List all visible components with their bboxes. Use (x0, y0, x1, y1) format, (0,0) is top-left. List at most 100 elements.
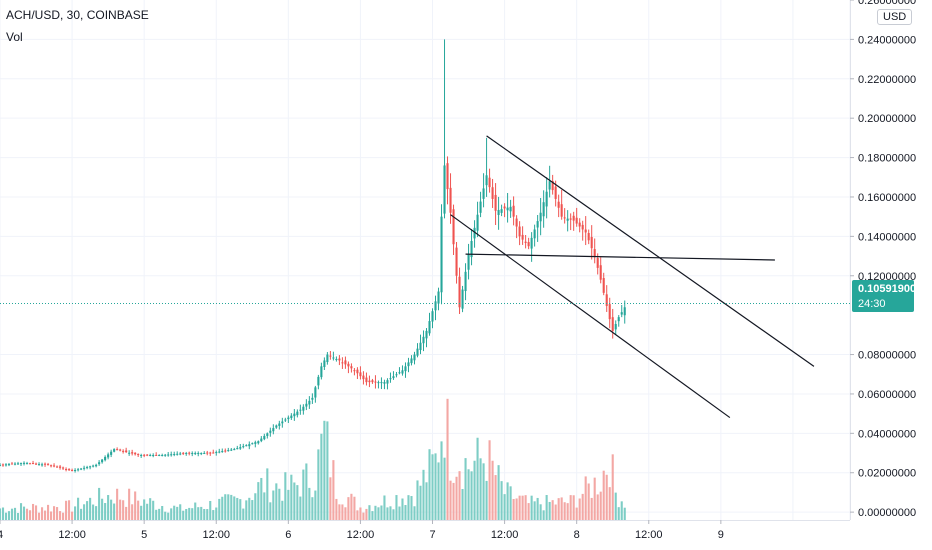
bar-countdown: 24:30 (858, 298, 886, 310)
candle-body (368, 380, 371, 383)
price-tick-label: 0.12000000 (858, 271, 916, 283)
candle-body (128, 452, 131, 454)
price-tick-label: 0.14000000 (858, 231, 916, 243)
candle-body (620, 312, 623, 315)
candle-body (593, 249, 596, 257)
volume-bar (194, 502, 197, 520)
candle-body (299, 409, 302, 411)
candle-body (25, 463, 29, 465)
time-tick-label: 5 (141, 529, 147, 541)
volume-bar (143, 499, 146, 520)
volume-bar (299, 496, 302, 520)
volume-bar (353, 496, 356, 520)
volume-bar (242, 508, 245, 520)
candle-body (293, 413, 296, 417)
candle-body (86, 467, 89, 469)
candle-body (104, 456, 107, 461)
volume-bar (275, 483, 278, 520)
candle-body (323, 360, 326, 367)
candle-body (95, 464, 98, 467)
candle-body (422, 336, 425, 344)
candle-body (440, 216, 443, 293)
volume-bar (179, 504, 182, 520)
candle-body (173, 454, 176, 456)
candle-body (248, 444, 251, 447)
volume-bar (416, 480, 419, 520)
candle-body (512, 205, 515, 217)
volume-bar (386, 507, 389, 520)
candle-body (7, 464, 11, 466)
volume-bar (71, 511, 74, 520)
candle-body (149, 455, 152, 456)
volume-bar (206, 509, 209, 520)
volume-bar (341, 504, 344, 520)
candle-body (599, 265, 602, 280)
volume-bar (44, 510, 47, 520)
volume-bar (476, 437, 479, 520)
candle-body (458, 276, 461, 308)
volume-bar (542, 510, 545, 520)
candle-body (74, 470, 77, 472)
candle-body (398, 372, 401, 374)
volume-bar (47, 504, 50, 520)
volume-bar (218, 498, 221, 520)
volume-bar (1, 507, 5, 520)
time-tick-label: 6 (285, 529, 291, 541)
candle-body (0, 464, 2, 466)
price-tick-label: 0.22000000 (858, 74, 916, 86)
candle-body (152, 455, 155, 456)
candle-body (257, 441, 260, 444)
candle-body (254, 442, 257, 444)
volume-bar (170, 508, 173, 520)
candle-body (326, 354, 329, 363)
candle-body (59, 466, 62, 468)
candle-body (389, 378, 392, 380)
candle-body (122, 450, 125, 452)
candle-body (431, 311, 434, 322)
symbol-title[interactable]: ACH/USD, 30, COINBASE (6, 8, 149, 22)
candle-body (524, 241, 527, 243)
volume-bar (611, 454, 614, 520)
candle-body (305, 403, 308, 407)
candle-body (89, 466, 92, 468)
volume-bar (197, 507, 200, 520)
price-axis[interactable]: 0.26000000 0.24000000 0.22000000 0.20000000… (850, 0, 916, 519)
candle-body (158, 455, 161, 456)
candle-body (260, 438, 263, 442)
candle-body (569, 218, 572, 220)
candle-body (16, 463, 20, 465)
volume-bar (278, 488, 281, 520)
price-tick-label: 0.18000000 (858, 153, 916, 165)
candle-body (452, 209, 455, 245)
volume-bar (19, 503, 23, 520)
candle-body (557, 201, 560, 208)
candle-body (500, 209, 503, 213)
volume-bar (350, 493, 353, 520)
price-tick-label: 0.26000000 (858, 0, 916, 7)
candle-body (413, 354, 416, 361)
volume-bar (419, 485, 422, 520)
volume-bar (305, 463, 308, 520)
volume-bar (443, 457, 446, 520)
time-axis[interactable]: 4 12:00 5 12:00 6 12:00 7 12:00 8 12:00 9 (0, 520, 724, 541)
volume-bar (251, 500, 254, 520)
volume-bar (479, 458, 482, 520)
candle-body (611, 317, 614, 331)
volume-bar (554, 504, 557, 520)
time-tick-label: 12:00 (491, 529, 519, 541)
volume-bar (452, 482, 455, 520)
candle-body (419, 342, 422, 351)
volume-bar (338, 504, 341, 520)
currency-button[interactable]: USD (877, 9, 913, 25)
volume-bar (293, 482, 296, 520)
price-tick-label: 0.00000000 (858, 507, 916, 519)
candle-body (590, 236, 593, 249)
volume-bar (146, 503, 149, 520)
candle-body (242, 446, 245, 448)
volume-bar (407, 495, 410, 520)
candle-body (362, 375, 365, 380)
volume-indicator-label[interactable]: Vol (6, 30, 23, 44)
volume-bar (245, 500, 248, 520)
volume-bar (404, 505, 407, 520)
